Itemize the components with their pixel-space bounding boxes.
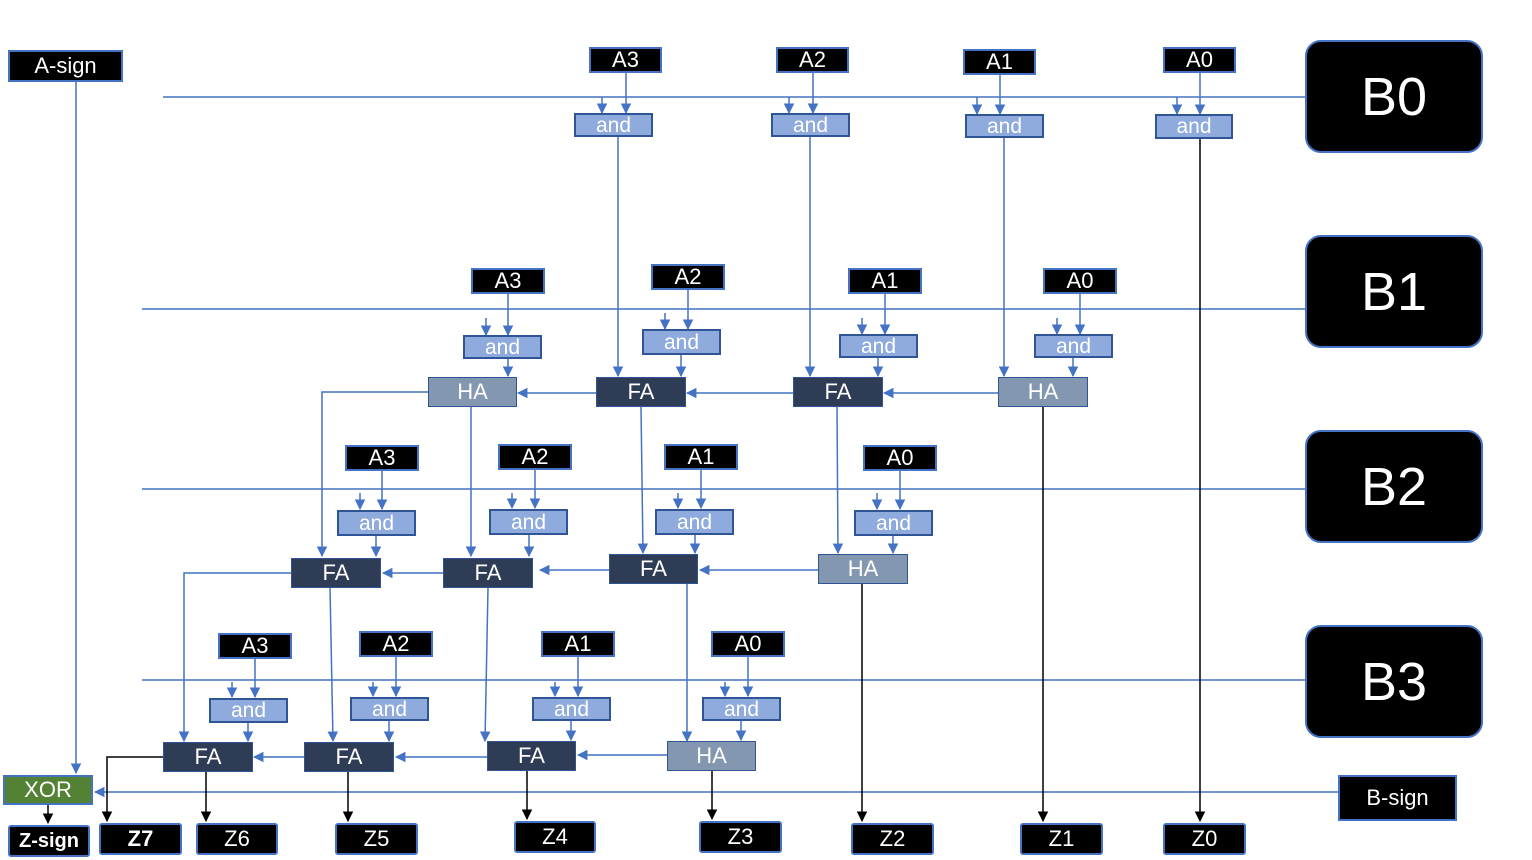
row3-and-gate-a2: and [350, 697, 429, 721]
row1-full-adder-a1: FA [793, 377, 883, 407]
row2-and-gate-a2: and [489, 509, 568, 535]
row1-full-adder-a2: FA [596, 377, 686, 407]
row0-input-a1: A1 [963, 49, 1036, 75]
row3-half-adder-a0: HA [667, 741, 756, 771]
row0-and-gate-a3: and [574, 113, 653, 137]
z2-output: Z2 [851, 823, 934, 855]
row1-half-adder-left: HA [428, 377, 517, 407]
row3-full-adder-a3: FA [163, 742, 253, 772]
row0-and-gate-a1: and [965, 114, 1044, 138]
row1-and-gate-a3: and [463, 335, 542, 359]
row3-input-a1: A1 [541, 631, 615, 657]
row1-input-a0: A0 [1043, 268, 1117, 294]
z1-output: Z1 [1020, 823, 1103, 855]
b2-block: B2 [1305, 430, 1483, 543]
row0-input-a3: A3 [589, 47, 662, 73]
row3-full-adder-a2: FA [304, 742, 394, 772]
row0-and-gate-a2: and [771, 113, 850, 137]
row2-and-gate-a3: and [337, 510, 416, 536]
row2-input-a2: A2 [498, 444, 572, 470]
z-sign-output: Z-sign [8, 825, 90, 857]
z5-output: Z5 [335, 823, 418, 855]
row1-half-adder-right: HA [998, 377, 1088, 407]
row0-and-gate-a0: and [1155, 114, 1233, 139]
b0-block: B0 [1305, 40, 1483, 153]
row2-full-adder-a2: FA [443, 558, 533, 588]
row3-full-adder-a1: FA [487, 741, 576, 771]
z0-output: Z0 [1163, 823, 1246, 855]
row2-and-gate-a0: and [854, 510, 933, 536]
row1-and-gate-a0: and [1034, 334, 1113, 358]
row3-input-a2: A2 [359, 631, 433, 657]
row3-and-gate-a0: and [702, 697, 781, 721]
row3-input-a0: A0 [711, 631, 785, 657]
z3-output: Z3 [699, 821, 782, 853]
row2-half-adder-a0: HA [818, 554, 908, 584]
z6-output: Z6 [196, 823, 278, 855]
row2-and-gate-a1: and [655, 509, 734, 535]
row1-input-a1: A1 [848, 268, 922, 294]
row3-input-a3: A3 [218, 633, 292, 659]
b1-block: B1 [1305, 235, 1483, 348]
row1-and-gate-a1: and [839, 334, 918, 358]
row1-and-gate-a2: and [642, 329, 721, 355]
z4-output: Z4 [514, 821, 596, 853]
b-sign-input: B-sign [1338, 775, 1457, 821]
row2-input-a3: A3 [345, 445, 419, 471]
z7-output: Z7 [99, 823, 182, 855]
row2-full-adder-a1: FA [609, 554, 698, 584]
xor-gate: XOR [3, 775, 93, 805]
b3-block: B3 [1305, 625, 1483, 738]
row3-and-gate-a1: and [532, 697, 611, 721]
row1-input-a3: A3 [471, 268, 545, 294]
row2-input-a1: A1 [664, 444, 738, 470]
row0-input-a0: A0 [1163, 47, 1236, 73]
a-sign-input: A-sign [8, 50, 123, 82]
row1-input-a2: A2 [651, 264, 725, 290]
row0-input-a2: A2 [776, 47, 849, 73]
row2-input-a0: A0 [863, 445, 937, 471]
row3-and-gate-a3: and [209, 698, 288, 723]
row2-full-adder-a3: FA [291, 558, 381, 588]
